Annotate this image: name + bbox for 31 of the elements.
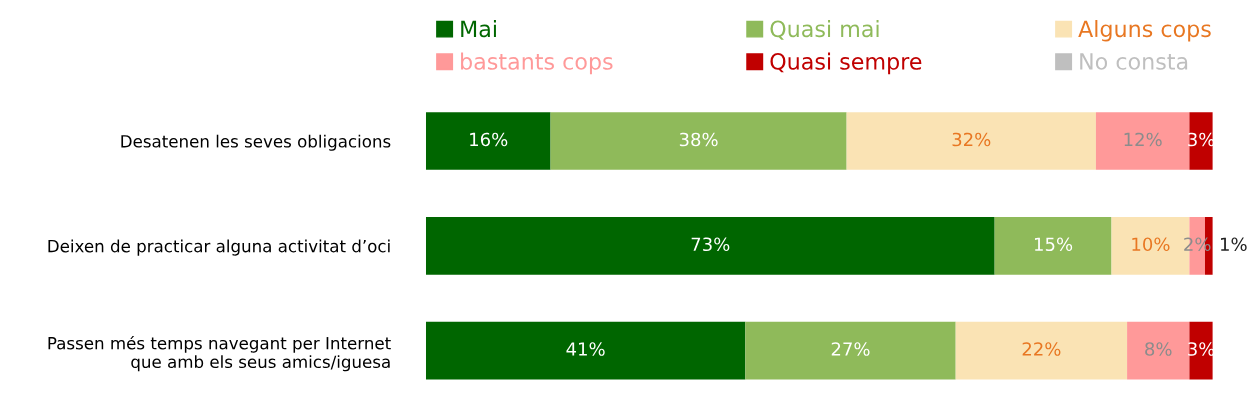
data-label: 10% [1132, 237, 1170, 252]
legend-label: No consta [1080, 53, 1188, 70]
legend-label: Alguns cops [1078, 20, 1211, 42]
bar [955, 321, 1128, 380]
data-label: 73% [691, 237, 730, 252]
bar [425, 321, 746, 380]
data-label: 16% [470, 132, 508, 147]
bar [846, 112, 1096, 170]
data-label: 41% [566, 342, 605, 356]
bar [550, 112, 847, 170]
data-label: 15% [1034, 237, 1073, 252]
bar [994, 217, 1112, 275]
data-label: 32% [952, 132, 991, 147]
y-tick-label: Deixen de practicar alguna activitat d’oci [48, 239, 390, 256]
bar [425, 112, 551, 170]
bar [425, 217, 995, 275]
legend-label: Quasi sempre [770, 52, 922, 75]
bar [745, 321, 956, 380]
data-label: 27% [831, 342, 870, 356]
data-label: 22% [1022, 342, 1061, 356]
data-label: 8% [1145, 342, 1172, 356]
bar [1127, 321, 1190, 380]
legend-label: Quasi mai [770, 20, 879, 40]
data-label: 38% [679, 132, 718, 147]
legend-label: bastants cops [461, 52, 613, 75]
y-tick-label: Passen més temps navegant per Internet que amb els seus amics/iguesa [48, 335, 391, 372]
y-tick-label: Desatenen les seves obligacions [121, 134, 391, 151]
legend-label: Mai [461, 20, 496, 38]
data-label: 12% [1124, 132, 1162, 147]
data-label: 1% [1220, 237, 1247, 252]
bar [1095, 112, 1190, 170]
